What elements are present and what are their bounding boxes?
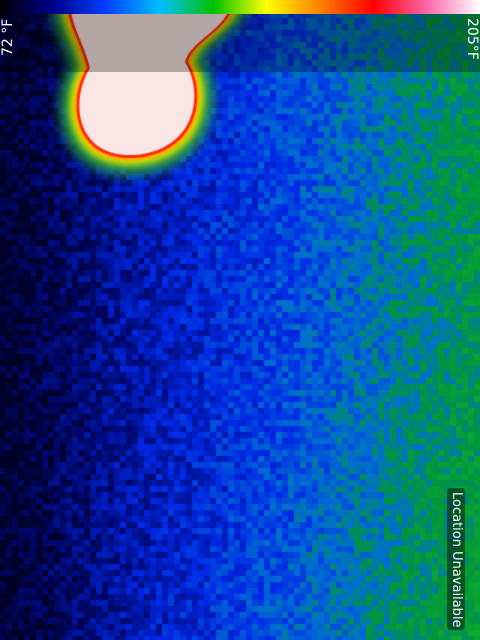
min-temperature-label: 72 °F [0,18,16,56]
location-status-badge [447,488,465,630]
color-palette-scale [0,0,480,14]
location-status-text: Location Unavailable [449,492,464,628]
top-overlay-band [0,14,480,72]
max-temperature-label: 205°F [464,18,480,60]
